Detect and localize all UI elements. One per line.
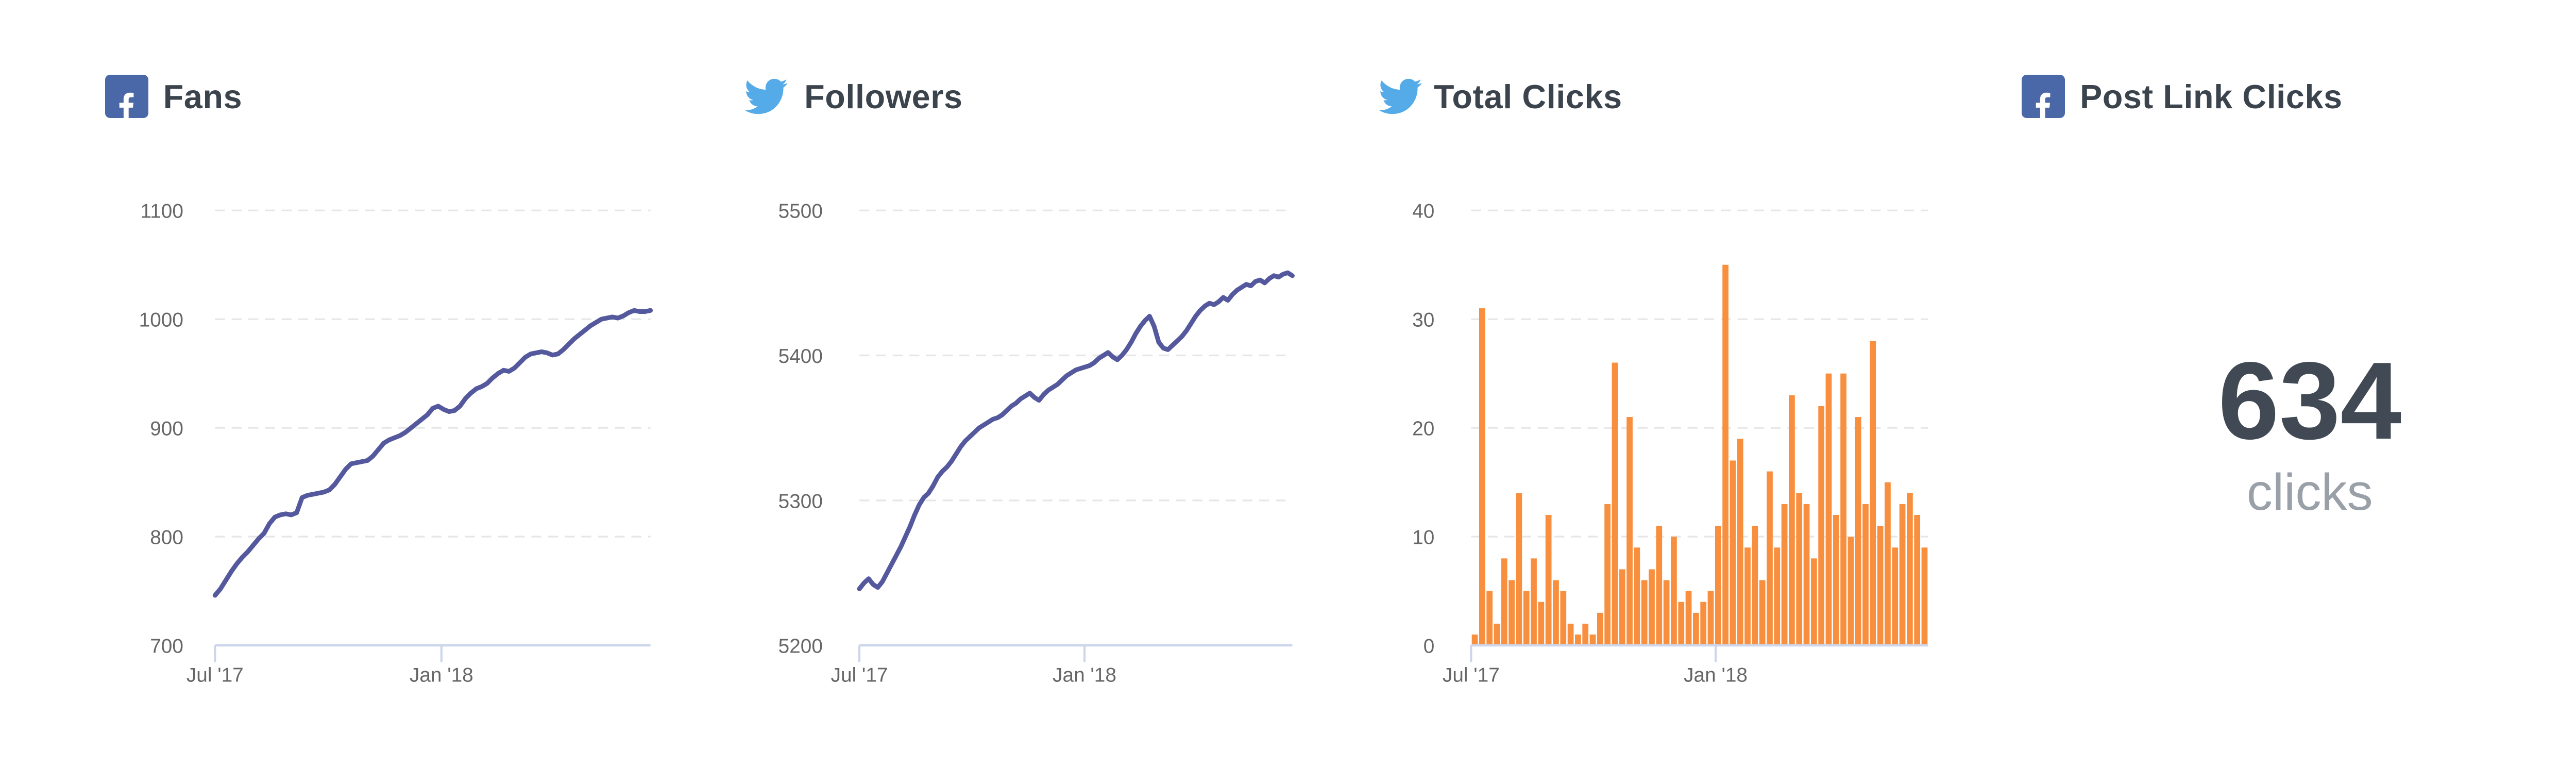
panel-header-post-link-clicks: Post Link Clicks	[2022, 73, 2343, 120]
stat-label: clicks	[2246, 463, 2373, 522]
total-clicks-bar-chart[interactable]: 0 10 20 30 40 Jul '17 Jan '18	[1379, 192, 2018, 708]
followers-line-chart[interactable]: 5200 5300 5400 5500 Jul '17 Jan '18	[744, 192, 1384, 708]
svg-text:40: 40	[1413, 200, 1435, 222]
twitter-icon	[1379, 75, 1422, 118]
panel-header-fans: Fans	[105, 73, 243, 120]
svg-text:5500: 5500	[778, 200, 822, 222]
svg-text:Jul '17: Jul '17	[831, 664, 888, 686]
svg-text:Jul '17: Jul '17	[187, 664, 244, 686]
svg-text:1000: 1000	[139, 309, 183, 331]
panel-header-total-clicks: Total Clicks	[1379, 73, 1622, 120]
facebook-icon	[2022, 75, 2065, 119]
panel-title-post-link-clicks: Post Link Clicks	[2080, 77, 2343, 115]
stat-value: 634	[2218, 340, 2402, 463]
panel-title-followers: Followers	[804, 77, 963, 115]
svg-text:30: 30	[1413, 309, 1435, 331]
facebook-icon	[105, 75, 148, 119]
svg-text:Jan '18: Jan '18	[1053, 664, 1116, 686]
svg-text:5300: 5300	[778, 490, 822, 512]
panel-title-total-clicks: Total Clicks	[1434, 77, 1622, 115]
svg-text:Jul '17: Jul '17	[1443, 664, 1500, 686]
twitter-icon	[744, 75, 788, 118]
panel-title-fans: Fans	[163, 77, 243, 115]
svg-text:Jan '18: Jan '18	[410, 664, 473, 686]
svg-text:0: 0	[1423, 635, 1435, 657]
svg-text:1100: 1100	[140, 200, 183, 222]
svg-text:700: 700	[150, 635, 183, 657]
svg-text:5400: 5400	[778, 345, 822, 368]
svg-text:900: 900	[150, 418, 183, 440]
svg-text:800: 800	[150, 526, 183, 548]
svg-text:20: 20	[1413, 418, 1435, 440]
panel-header-followers: Followers	[744, 73, 963, 120]
fans-line-chart[interactable]: 700 800 900 1000 1100 Jul '17 Jan '18	[105, 192, 744, 708]
post-link-clicks-stat: 634 clicks	[2022, 346, 2576, 518]
svg-text:Jan '18: Jan '18	[1684, 664, 1748, 686]
svg-text:10: 10	[1413, 526, 1435, 548]
svg-text:5200: 5200	[778, 635, 822, 657]
